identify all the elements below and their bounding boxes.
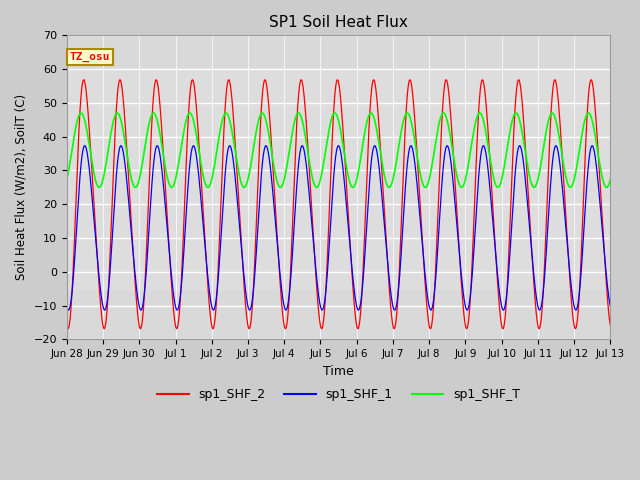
sp1_SHF_T (476, 110, 484, 116)
sp1_SHF_T (510, 112, 518, 118)
sp1_SHF_1 (63, 304, 70, 310)
sp1_SHF_2 (510, 125, 518, 131)
Legend: sp1_SHF_2, sp1_SHF_1, sp1_SHF_T: sp1_SHF_2, sp1_SHF_1, sp1_SHF_T (152, 383, 525, 406)
sp1_SHF_2 (116, 77, 124, 83)
sp1_SHF_T (417, 172, 424, 178)
sp1_SHF_T (162, 166, 170, 171)
sp1_SHF_2 (389, 323, 397, 329)
sp1_SHF_T (468, 135, 476, 141)
sp1_SHF_T (271, 167, 278, 172)
Line: sp1_SHF_T: sp1_SHF_T (67, 113, 611, 187)
sp1_SHF_1 (510, 188, 518, 194)
Line: sp1_SHF_2: sp1_SHF_2 (67, 80, 611, 329)
sp1_SHF_2 (354, 326, 362, 332)
sp1_SHF_1 (479, 143, 487, 149)
Bar (67, 69, 611, 288)
sp1_SHF_1 (572, 307, 580, 313)
sp1_SHF_1 (468, 269, 476, 275)
sp1_SHF_2 (271, 192, 278, 198)
Text: TZ_osu: TZ_osu (70, 52, 110, 62)
sp1_SHF_T (63, 177, 70, 182)
sp1_SHF_1 (607, 304, 614, 310)
sp1_SHF_T (276, 184, 284, 190)
sp1_SHF_1 (162, 205, 170, 211)
sp1_SHF_2 (63, 323, 70, 329)
Y-axis label: Soil Heat Flux (W/m2), SoilT (C): Soil Heat Flux (W/m2), SoilT (C) (15, 94, 28, 280)
sp1_SHF_1 (271, 208, 278, 214)
sp1_SHF_1 (389, 303, 397, 309)
sp1_SHF_2 (417, 208, 424, 214)
sp1_SHF_T (389, 177, 397, 182)
Line: sp1_SHF_1: sp1_SHF_1 (67, 146, 611, 310)
sp1_SHF_2 (162, 188, 170, 194)
sp1_SHF_T (607, 177, 614, 182)
X-axis label: Time: Time (323, 365, 354, 378)
sp1_SHF_2 (469, 248, 477, 254)
sp1_SHF_2 (607, 323, 614, 329)
Title: SP1 Soil Heat Flux: SP1 Soil Heat Flux (269, 15, 408, 30)
sp1_SHF_1 (417, 218, 424, 224)
